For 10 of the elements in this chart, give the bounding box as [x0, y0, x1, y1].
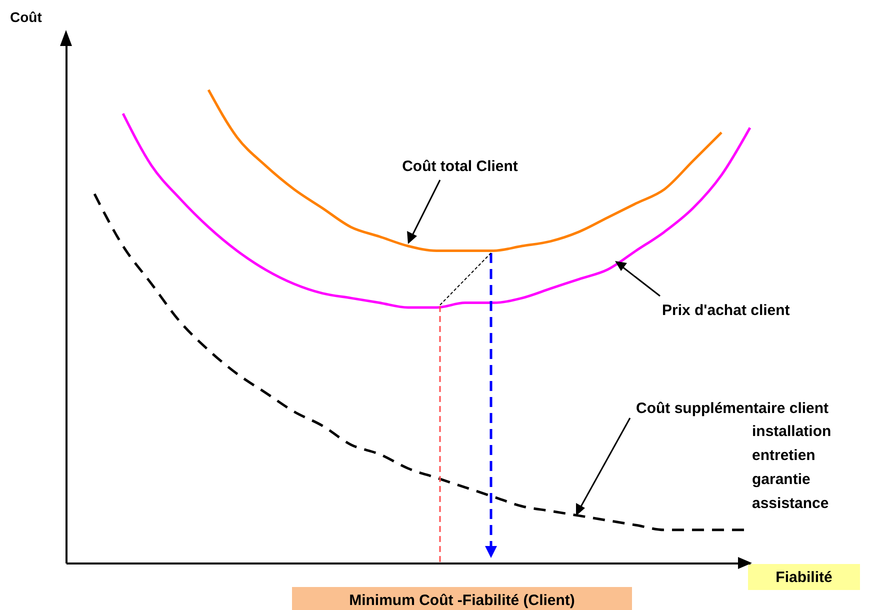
x-axis-title: Fiabilité — [776, 569, 832, 586]
text: garantie — [752, 471, 810, 488]
text: installation — [752, 423, 832, 440]
annotation: Coût total Client — [402, 158, 518, 175]
annotation: Coût supplémentaire client — [636, 400, 829, 417]
text: entretien — [752, 447, 816, 464]
text: assistance — [752, 495, 829, 512]
y-axis-title: Coût — [10, 9, 42, 25]
text: Minimum Coût -Fiabilité (Client) — [349, 592, 575, 609]
annotation: Prix d'achat client — [662, 302, 790, 319]
